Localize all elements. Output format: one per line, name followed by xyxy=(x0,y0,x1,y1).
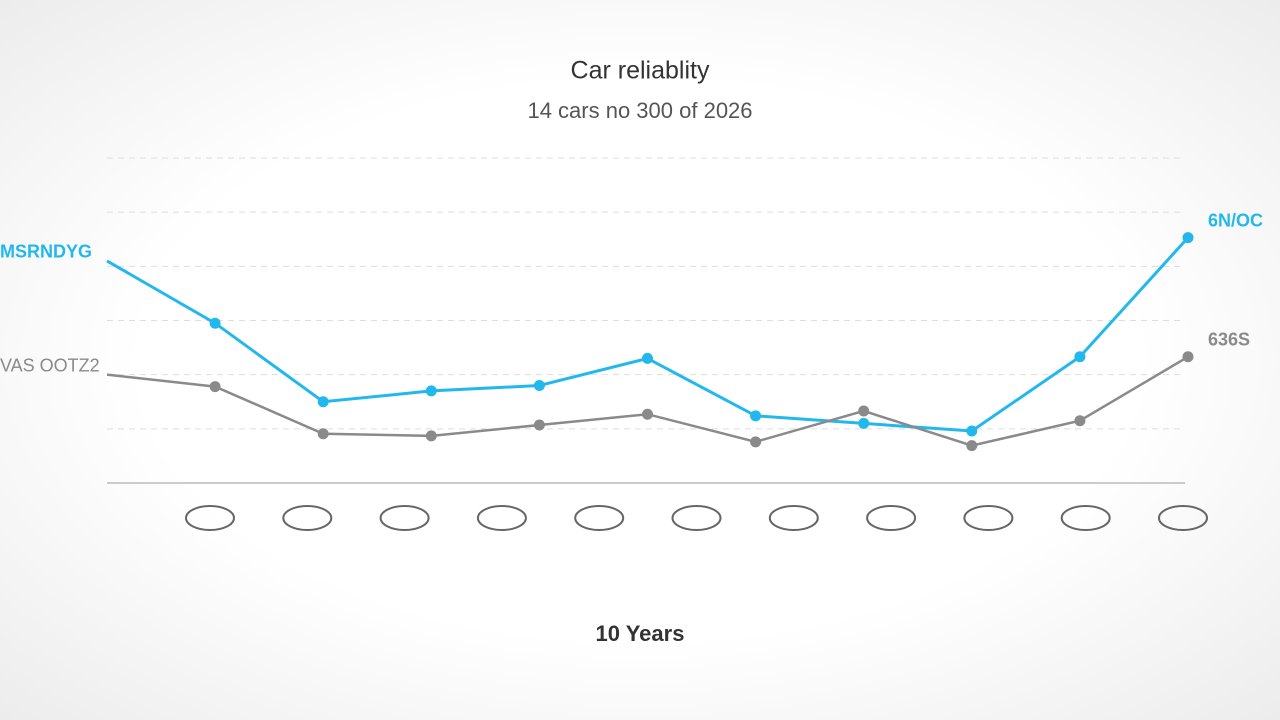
brand-logo xyxy=(768,505,819,531)
brand-logo xyxy=(476,505,527,531)
end-label: 6N/OC xyxy=(1208,210,1263,230)
chart-subtitle: 14 cars no 300 of 2026 xyxy=(527,98,752,123)
data-point xyxy=(642,352,653,364)
data-point xyxy=(209,381,221,393)
data-point xyxy=(425,430,437,442)
data-point xyxy=(642,408,653,420)
data-point xyxy=(533,380,545,391)
data-point xyxy=(317,428,329,440)
series-line xyxy=(106,355,1189,447)
brand-logo xyxy=(866,505,917,531)
brand-logo xyxy=(671,505,722,531)
data-point xyxy=(425,385,437,397)
data-point xyxy=(966,440,978,452)
data-point xyxy=(1074,351,1086,363)
series-name: MSRNDYG xyxy=(0,242,92,262)
data-point xyxy=(1182,232,1194,244)
brand-logo xyxy=(1158,505,1208,531)
brand-logo xyxy=(379,505,430,531)
data-point xyxy=(858,417,870,429)
data-point xyxy=(966,425,978,437)
data-point xyxy=(1074,415,1086,427)
brand-logo xyxy=(574,505,625,531)
brand-logo xyxy=(1060,505,1111,531)
brand-logo xyxy=(185,505,235,531)
end-label: 636S xyxy=(1208,330,1250,350)
data-point xyxy=(750,436,762,448)
data-point xyxy=(1182,351,1194,363)
brand-logo xyxy=(282,505,333,531)
data-point xyxy=(750,410,762,422)
x-axis-label: 10 Years xyxy=(596,621,685,646)
series-name: VAS OOTZ2 xyxy=(0,355,100,375)
data-point xyxy=(858,405,870,417)
chart-title: Car reliablity xyxy=(571,57,710,85)
data-point xyxy=(209,317,221,329)
brand-logo xyxy=(963,505,1014,531)
data-point xyxy=(533,419,545,431)
data-point xyxy=(317,396,329,408)
